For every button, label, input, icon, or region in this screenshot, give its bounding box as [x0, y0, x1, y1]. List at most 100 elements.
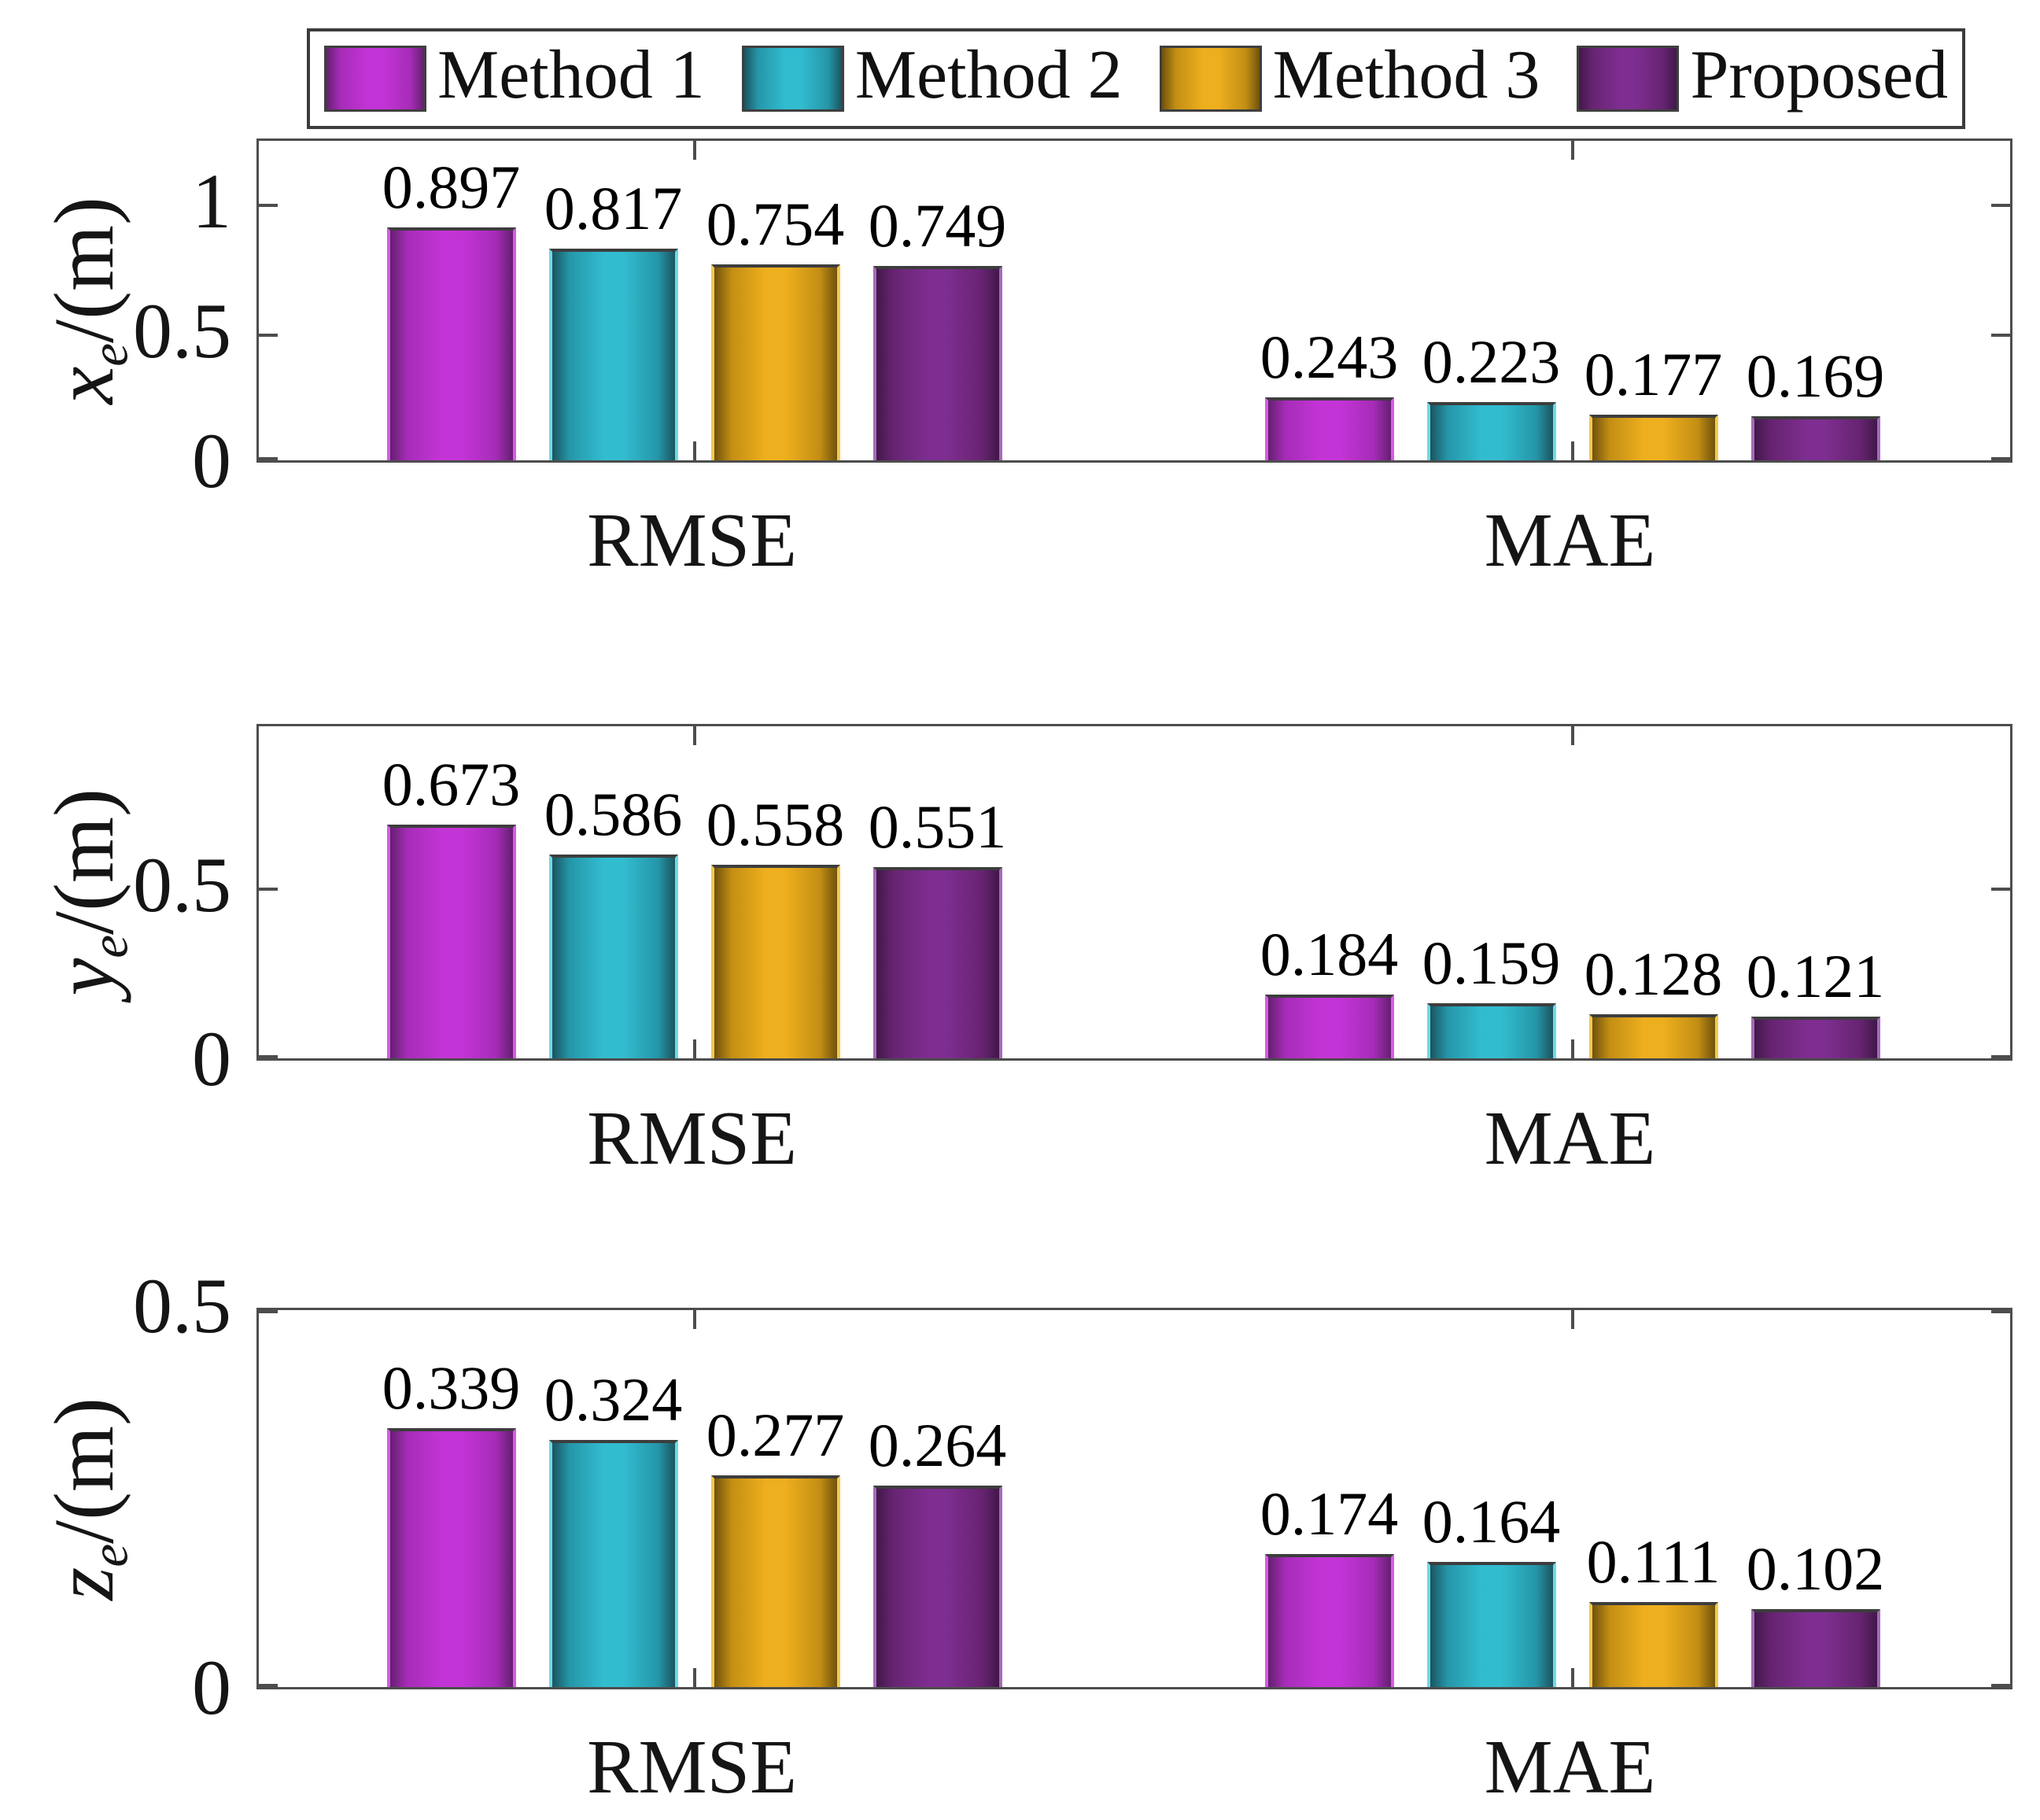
y-tick-right	[1991, 204, 2010, 208]
legend-swatch-proposed	[1577, 46, 1680, 112]
bar-value-label: 0.169	[1746, 341, 1885, 410]
y-tick-label: 0	[192, 1015, 231, 1102]
axes-panel-3: 0.339 0.324 0.277 0.264 0.174 0.164 0.111 0.102	[256, 1308, 2012, 1689]
y-tick-right	[1991, 1684, 2010, 1687]
y-tick-left	[259, 204, 278, 208]
x-tick-top	[692, 1310, 696, 1329]
y-label-unit: /(m)	[38, 788, 132, 936]
x-group-label-mae: MAE	[1484, 1096, 1656, 1181]
axes-panel-1: 0.897 0.817 0.754 0.749 0.243 0.223 0.177 0.169	[256, 138, 2012, 463]
bar-method-1-rmse	[386, 227, 516, 460]
y-label-subscript: e	[80, 1543, 139, 1567]
bar-value-label: 0.551	[868, 792, 1007, 861]
legend-swatch-method-1	[324, 46, 426, 112]
bar-method-3-rmse	[710, 264, 840, 460]
x-group-label-rmse: RMSE	[587, 1725, 797, 1810]
x-group-label-rmse: RMSE	[587, 1096, 797, 1181]
bar-method-3-rmse	[710, 865, 840, 1058]
y-label-unit: /(m)	[38, 197, 132, 344]
y-axis-label-panel-3: ze/(m)	[11, 1308, 168, 1689]
bar-proposed-mae	[1750, 416, 1880, 460]
bar-proposed-mae	[1750, 1609, 1880, 1687]
bar-method-1-rmse	[386, 825, 516, 1058]
y-tick-right	[1991, 1310, 2010, 1313]
bar-value-label: 0.324	[544, 1365, 683, 1434]
x-tick-top	[1570, 1310, 1574, 1329]
bar-method-3-mae	[1588, 1014, 1718, 1058]
bar-value-label: 0.558	[706, 790, 845, 858]
bar-method-3-rmse	[710, 1475, 840, 1687]
legend-item-proposed: Proposed	[1577, 41, 1948, 116]
bar-method-3-mae	[1588, 415, 1718, 460]
legend-item-method-2: Method 2	[741, 37, 1123, 116]
x-tick-top	[692, 141, 696, 160]
y-label-subscript: e	[80, 343, 139, 367]
y-label-variable: x	[38, 366, 132, 404]
bar-method-3-mae	[1588, 1602, 1718, 1687]
bar-method-2-mae	[1426, 1003, 1556, 1058]
y-tick-label: 0	[192, 417, 231, 504]
legend-label: Method 2	[854, 37, 1123, 113]
bar-value-label: 0.174	[1260, 1479, 1399, 1548]
legend-item-method-3: Method 3	[1159, 37, 1540, 116]
bar-value-label: 0.749	[868, 191, 1007, 260]
bar-value-label: 0.586	[544, 780, 683, 848]
legend-item-method-1: Method 1	[324, 41, 705, 116]
bar-method-1-rmse	[386, 1428, 516, 1687]
legend-label: Method 3	[1272, 37, 1540, 113]
x-tick-top	[1570, 726, 1574, 745]
y-tick-left	[259, 1684, 278, 1687]
y-tick-right	[1991, 888, 2010, 892]
bar-method-2-rmse	[548, 249, 678, 460]
bar-value-label: 0.673	[382, 750, 521, 818]
x-tick-bottom	[692, 441, 696, 460]
y-tick-label: 0.5	[133, 1262, 231, 1349]
y-tick-left	[259, 1310, 278, 1313]
bar-value-label: 0.264	[868, 1411, 1007, 1479]
legend-label: Method 1	[437, 37, 705, 113]
bar-method-2-mae	[1426, 1562, 1556, 1687]
x-group-label-rmse: RMSE	[587, 498, 797, 583]
x-tick-top	[692, 726, 696, 745]
bar-method-1-mae	[1264, 397, 1394, 460]
y-tick-left	[259, 1055, 278, 1058]
legend: Method 1 Method 2 Method 3 Proposed	[307, 28, 1965, 129]
y-tick-label: 1	[192, 157, 231, 245]
bar-value-label: 0.128	[1584, 940, 1723, 1008]
x-tick-top	[1570, 141, 1574, 160]
bar-value-label: 0.164	[1422, 1487, 1561, 1556]
bar-value-label: 0.277	[706, 1401, 845, 1469]
bar-value-label: 0.102	[1746, 1534, 1885, 1603]
bar-method-2-rmse	[548, 1440, 678, 1687]
y-label-subscript: e	[80, 935, 139, 958]
y-tick-left	[259, 457, 278, 460]
y-axis-label-panel-2: ye/(m)	[11, 724, 168, 1061]
y-tick-label: 0.5	[133, 841, 231, 929]
y-label-variable: z	[38, 1567, 132, 1600]
y-label-variable: y	[38, 958, 132, 996]
y-tick-label: 0	[192, 1644, 231, 1731]
y-label-unit: /(m)	[38, 1397, 132, 1544]
legend-label: Proposed	[1690, 37, 1948, 113]
bar-proposed-mae	[1750, 1017, 1880, 1058]
bar-value-label: 0.111	[1586, 1527, 1721, 1596]
axes-panel-2: 0.673 0.586 0.558 0.551 0.184 0.159 0.128 0.121	[256, 724, 2012, 1061]
y-axis-label-panel-1: xe/(m)	[11, 138, 168, 463]
bar-value-label: 0.817	[544, 174, 683, 242]
x-tick-bottom	[1570, 1668, 1574, 1687]
bar-method-1-mae	[1264, 995, 1394, 1058]
y-tick-right	[1991, 1055, 2010, 1058]
legend-swatch-method-2	[741, 46, 844, 112]
x-group-label-mae: MAE	[1484, 1725, 1656, 1810]
bar-proposed-rmse	[872, 266, 1002, 460]
x-group-label-mae: MAE	[1484, 498, 1656, 583]
y-tick-left	[259, 888, 278, 892]
bar-value-label: 0.177	[1584, 340, 1723, 408]
legend-swatch-method-3	[1159, 46, 1262, 112]
bar-method-2-rmse	[548, 855, 678, 1058]
bar-value-label: 0.243	[1260, 323, 1399, 391]
x-tick-bottom	[692, 1668, 696, 1687]
bar-value-label: 0.184	[1260, 920, 1399, 988]
bar-value-label: 0.897	[382, 153, 521, 221]
